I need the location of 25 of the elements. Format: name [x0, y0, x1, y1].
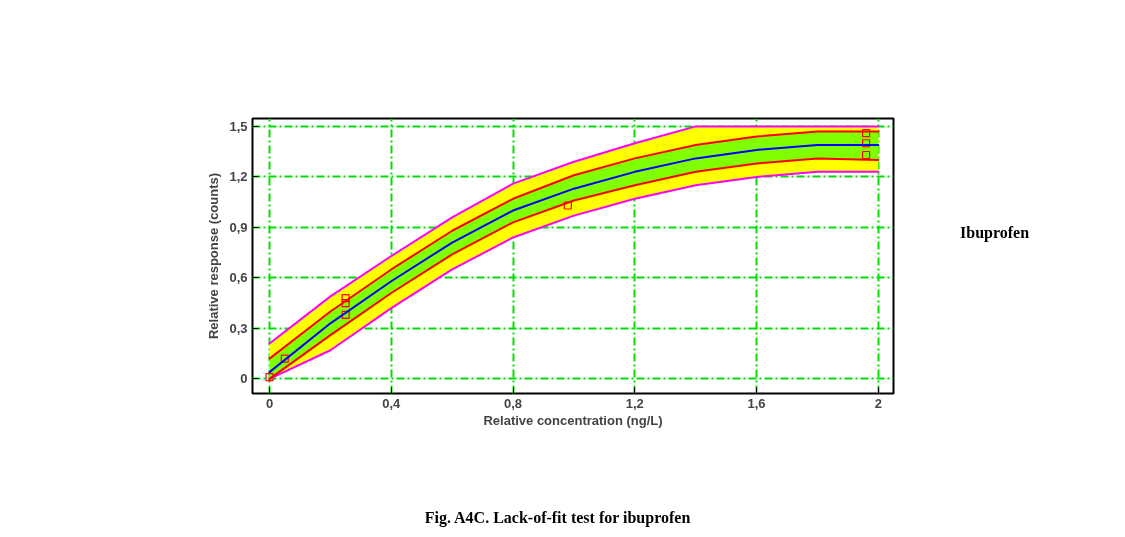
point	[280, 354, 289, 363]
y-axis-title: Relative response (counts)	[206, 172, 222, 340]
x-tick-label: 1,6	[747, 395, 766, 411]
text: Ibuprofen	[960, 223, 1030, 244]
y-tick-label: 1,5	[229, 118, 248, 134]
x-tick-label: 0	[265, 395, 274, 411]
point	[341, 293, 350, 303]
y-tick-label: 0	[240, 371, 248, 387]
point	[862, 129, 871, 138]
y-tick-label: 0,6	[229, 270, 248, 286]
y-tick-label: 1,2	[229, 169, 248, 185]
point	[862, 139, 871, 148]
y-tick-label: 0,3	[229, 320, 248, 336]
point	[265, 373, 274, 382]
point	[341, 299, 350, 308]
point	[341, 310, 350, 319]
x-tick-label: 2	[874, 395, 882, 411]
x-tick-label: 0,4	[382, 395, 402, 411]
point	[862, 150, 871, 160]
x-tick-label: 0,8	[504, 395, 523, 411]
caption: Fig. A4C. Lack-of-fit test for ibuprofen	[424, 508, 691, 529]
y-tick-label: 0,9	[229, 219, 248, 235]
x-axis-title: Relative concentration (ng/L)	[483, 412, 663, 428]
point	[563, 201, 572, 210]
x-tick-label: 1,2	[625, 395, 644, 411]
